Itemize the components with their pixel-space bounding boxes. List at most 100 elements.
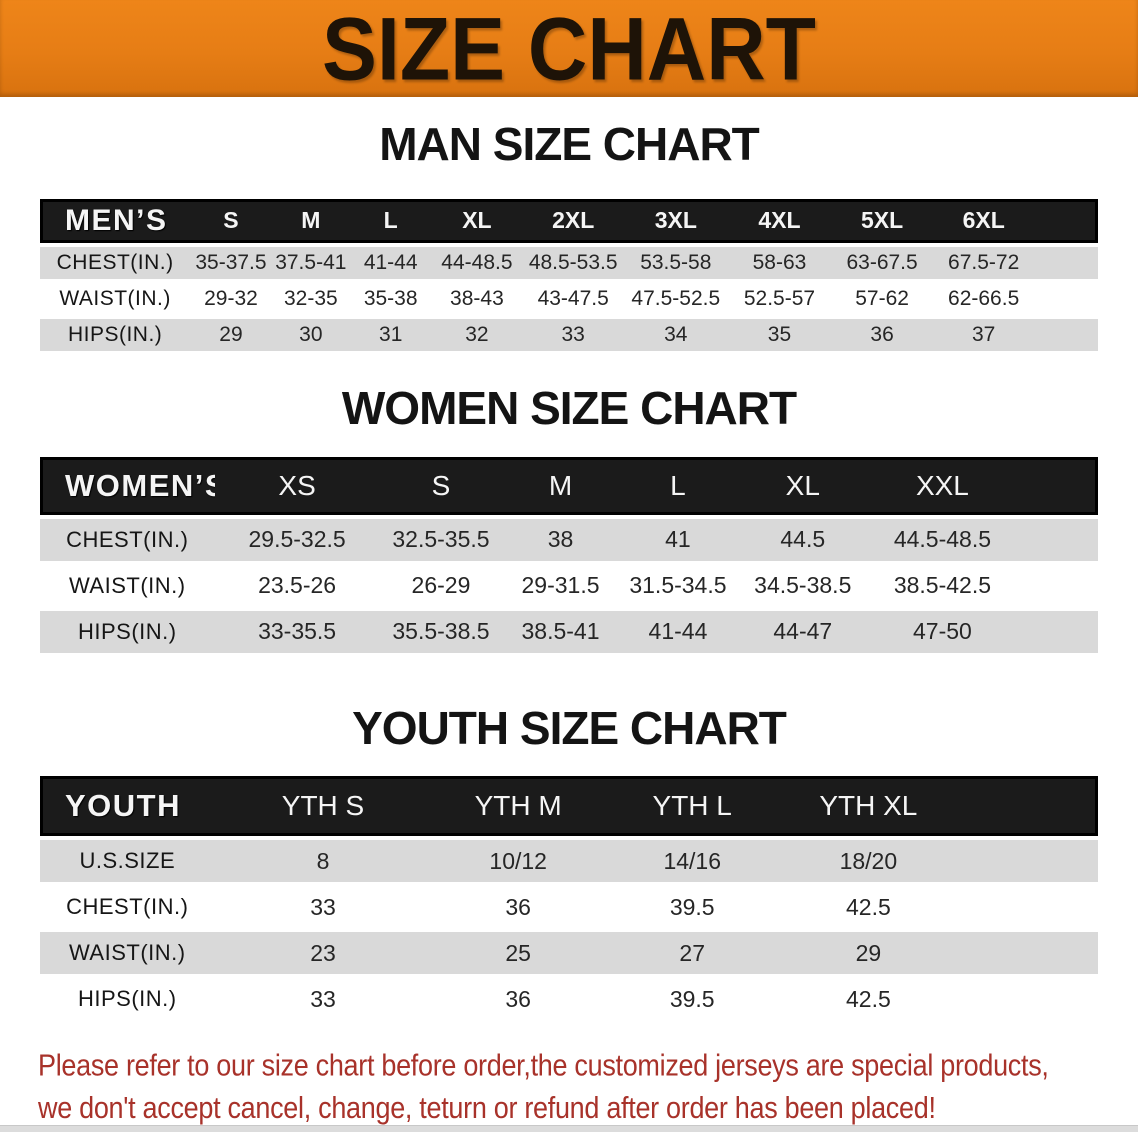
size-value: 35-38 — [363, 286, 418, 310]
mens-table-wrapper: MEN’S S M L XL 2XL 3XL 4XL 5XL 6XL CHEST(IN.) 35-37… — [40, 195, 1098, 355]
column-header: L — [618, 456, 738, 515]
size-value: 44.5-48.5 — [868, 518, 1017, 561]
column-header: 3XL — [623, 198, 728, 243]
row-label: HIPS(IN.) — [40, 610, 215, 653]
size-value: 42.5 — [845, 985, 891, 1012]
table-row: CHEST(IN.) 35-37.5 37.5-41 41-44 44-48.5 48.5… — [40, 246, 1098, 279]
size-value: 47.5-52.5 — [631, 286, 721, 310]
size-value: 33-35.5 — [214, 610, 380, 653]
table-row: WAIST(IN.) 23 25 27 29 — [40, 932, 1098, 975]
womens-table-wrapper: WOMEN’S XS S M L XL XXL CHEST(IN.) 29.5-32.5 32.5… — [40, 453, 1098, 657]
row-spacer — [957, 840, 1098, 883]
size-value: 39.5 — [669, 985, 715, 1012]
row-spacer — [957, 932, 1098, 975]
size-value: 37 — [932, 318, 1035, 351]
size-value: 44.5 — [737, 518, 869, 561]
table-row: WAIST(IN.) 29-32 32-35 35-38 38-43 43-47.5 47.… — [40, 283, 1098, 315]
column-header: 6XL — [932, 198, 1035, 243]
size-value: 63-67.5 — [831, 246, 933, 279]
size-value: 38-43 — [450, 286, 504, 310]
column-header: YTH S — [214, 776, 432, 837]
table-row: HIPS(IN.) 29 30 31 32 33 34 35 36 37 — [40, 318, 1098, 351]
column-header: YTH M — [431, 776, 605, 837]
size-value: 34.5-38.5 — [754, 572, 852, 599]
banner-title: SIZE CHART — [322, 0, 816, 99]
size-value: 27 — [604, 932, 780, 975]
size-value: 62-66.5 — [948, 286, 1020, 310]
size-value: 36 — [505, 893, 531, 920]
table-row: CHEST(IN.) 29.5-32.5 32.5-35.5 38 41 44.5 44.5… — [40, 518, 1098, 561]
column-header: 2XL — [522, 198, 624, 243]
row-label: WAIST(IN.) — [59, 286, 171, 310]
size-value: 41-44 — [349, 246, 432, 279]
disclaimer-line-1: Please refer to our size chart before or… — [38, 1048, 1049, 1083]
size-value: 31 — [349, 318, 432, 351]
column-header: M — [502, 456, 619, 515]
womens-size-table: WOMEN’S XS S M L XL XXL CHEST(IN.) 29.5-32.5 32.5… — [40, 453, 1098, 657]
size-chart-banner: SIZE CHART — [0, 0, 1138, 97]
size-value: 35.5-38.5 — [379, 610, 503, 653]
size-value: 41 — [618, 518, 738, 561]
size-value: 8 — [214, 840, 432, 883]
size-value: 34 — [623, 318, 728, 351]
row-label: WAIST(IN.) — [68, 572, 186, 598]
size-value: 23.5-26 — [258, 572, 337, 599]
column-header: YTH XL — [779, 776, 958, 837]
size-value: 33 — [522, 318, 624, 351]
table-row: U.S.SIZE 8 10/12 14/16 18/20 — [40, 840, 1098, 883]
table-header-label: MEN’S — [40, 198, 191, 243]
header-spacer — [957, 776, 1098, 837]
size-value: 57-62 — [855, 286, 909, 310]
size-value: 33 — [310, 893, 336, 920]
column-header: XL — [737, 456, 869, 515]
column-header: 5XL — [831, 198, 933, 243]
size-value: 31.5-34.5 — [629, 572, 727, 599]
size-value: 29.5-32.5 — [214, 518, 380, 561]
size-value: 38.5-42.5 — [893, 572, 992, 599]
disclaimer-line-2: we don't accept cancel, change, teturn o… — [38, 1091, 936, 1126]
row-spacer — [1016, 518, 1098, 561]
row-label: U.S.SIZE — [40, 840, 215, 883]
size-value: 10/12 — [431, 840, 605, 883]
column-header: XXL — [868, 456, 1017, 515]
table-header-row: YOUTH YTH S YTH M YTH L YTH XL — [40, 776, 1098, 837]
row-spacer — [1016, 565, 1098, 607]
size-value: 35-37.5 — [190, 246, 272, 279]
size-value: 29 — [190, 318, 272, 351]
table-header-label: WOMEN’S — [40, 456, 215, 515]
man-size-chart-heading: MAN SIZE CHART — [379, 118, 760, 170]
size-value: 53.5-58 — [623, 246, 728, 279]
size-value: 30 — [271, 318, 350, 351]
size-value: 41-44 — [618, 610, 738, 653]
size-value: 26-29 — [411, 572, 471, 599]
size-value: 44-48.5 — [431, 246, 523, 279]
youth-table-wrapper: YOUTH YTH S YTH M YTH L YTH XL U.S.SIZE 8 10/12… — [40, 772, 1098, 1024]
table-row: HIPS(IN.) 33 36 39.5 42.5 — [40, 978, 1098, 1020]
size-value: 48.5-53.5 — [522, 246, 624, 279]
size-value: 52.5-57 — [743, 286, 816, 310]
youth-size-chart-heading: YOUTH SIZE CHART — [352, 701, 787, 754]
row-label: CHEST(IN.) — [66, 894, 189, 920]
size-value: 58-63 — [727, 246, 832, 279]
size-value: 23 — [214, 932, 432, 975]
row-spacer — [1034, 283, 1098, 315]
size-value: 25 — [431, 932, 605, 975]
row-spacer — [1034, 318, 1098, 351]
column-header: XL — [431, 198, 523, 243]
size-value: 32-35 — [283, 286, 338, 310]
size-value: 32 — [431, 318, 523, 351]
size-value: 38 — [502, 518, 619, 561]
row-label: WAIST(IN.) — [40, 932, 215, 975]
size-value: 42.5 — [845, 893, 891, 920]
size-value: 67.5-72 — [932, 246, 1035, 279]
row-spacer — [1034, 246, 1098, 279]
size-value: 18/20 — [779, 840, 958, 883]
table-row: WAIST(IN.) 23.5-26 26-29 29-31.5 31.5-34.5 34… — [40, 565, 1098, 607]
disclaimer-text: Please refer to our size chart before or… — [38, 1044, 1100, 1129]
women-size-chart-heading: WOMEN SIZE CHART — [341, 381, 797, 434]
size-value: 32.5-35.5 — [379, 518, 503, 561]
table-row: HIPS(IN.) 33-35.5 35.5-38.5 38.5-41 41-44 44-… — [40, 610, 1098, 653]
youth-size-table: YOUTH YTH S YTH M YTH L YTH XL U.S.SIZE 8 10/12… — [40, 772, 1098, 1024]
header-spacer — [1016, 456, 1098, 515]
column-header: S — [190, 198, 272, 243]
